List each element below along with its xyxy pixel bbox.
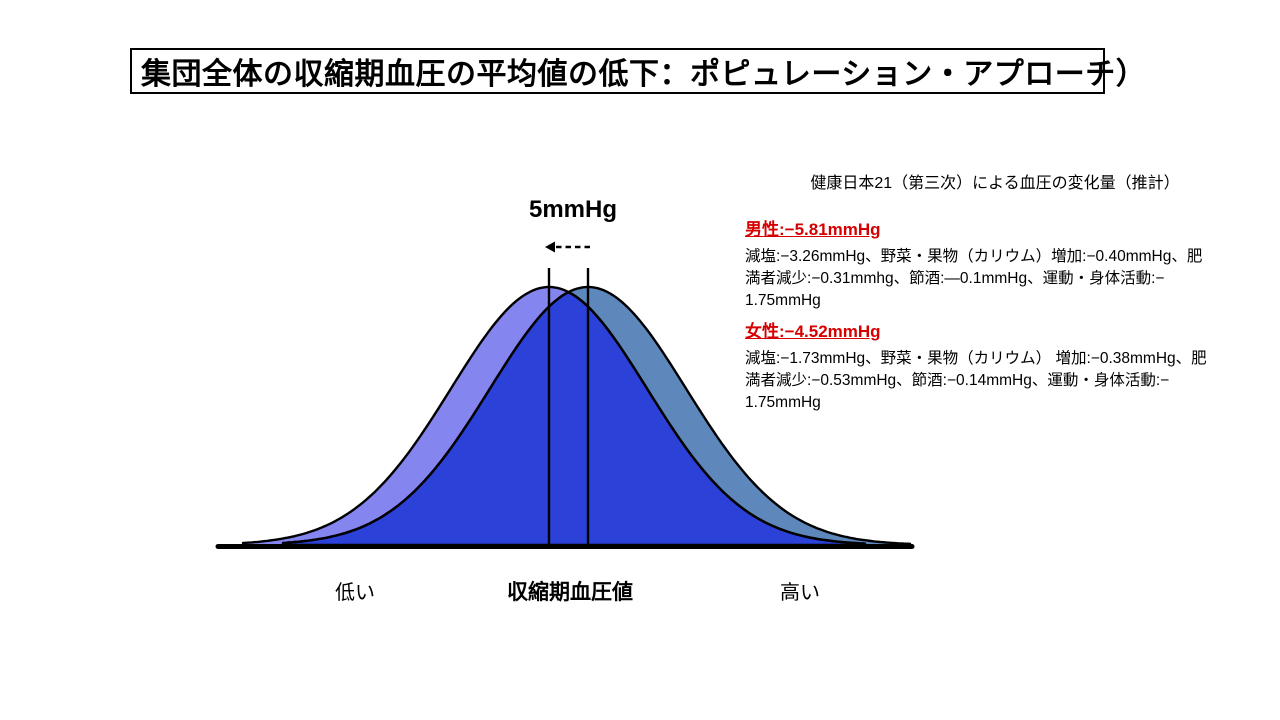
male-detail-text: 減塩:−3.26mmHg、野菜・果物（カリウム）増加:−0.40mmHg、肥 満… [745, 246, 1245, 312]
axis-label-low: 低い [335, 582, 375, 604]
arrow-head [545, 241, 555, 253]
left-curve-outline [241, 285, 866, 545]
estimates-panel: 健康日本21（第三次）による血圧の変化量（推計） 男性:−5.81mmHg 減塩… [745, 174, 1245, 424]
shift-amount-label: 5mmHg [528, 196, 618, 223]
male-detail-line: 減塩:−3.26mmHg、野菜・果物（カリウム）増加:−0.40mmHg、肥 [745, 248, 1203, 265]
female-detail-line: 満者減少:−0.53mmHg、節酒:−0.14mmHg、運動・身体活動:− [745, 372, 1170, 389]
panel-heading: 健康日本21（第三次）による血圧の変化量（推計） [810, 175, 1180, 192]
female-total-label: 女性:−4.52mmHg [745, 322, 881, 341]
axis-label-systolic-bp: 収縮期血圧値 [507, 581, 633, 604]
female-detail-line: 1.75mmHg [745, 394, 821, 411]
axis-label-high: 高い [780, 582, 820, 604]
male-detail-line: 満者減少:−0.31mmhg、節酒:—0.1mmHg、運動・身体活動:− [745, 270, 1165, 287]
title-box: 集団全体の収縮期血圧の平均値の低下：ポピュレーション・アプローチ） [130, 48, 1146, 94]
female-detail-line: 減塩:−1.73mmHg、野菜・果物（カリウム） 増加:−0.38mmHg、肥 [745, 350, 1207, 367]
slide-title: 集団全体の収縮期血圧の平均値の低下：ポピュレーション・アプローチ） [141, 58, 1147, 91]
female-detail-text: 減塩:−1.73mmHg、野菜・果物（カリウム） 増加:−0.38mmHg、肥 … [745, 348, 1245, 414]
male-total-label: 男性:−5.81mmHg [745, 220, 881, 239]
shift-arrow-icon [545, 241, 590, 253]
male-detail-line: 1.75mmHg [745, 292, 821, 309]
right-curve-outline [281, 285, 912, 545]
